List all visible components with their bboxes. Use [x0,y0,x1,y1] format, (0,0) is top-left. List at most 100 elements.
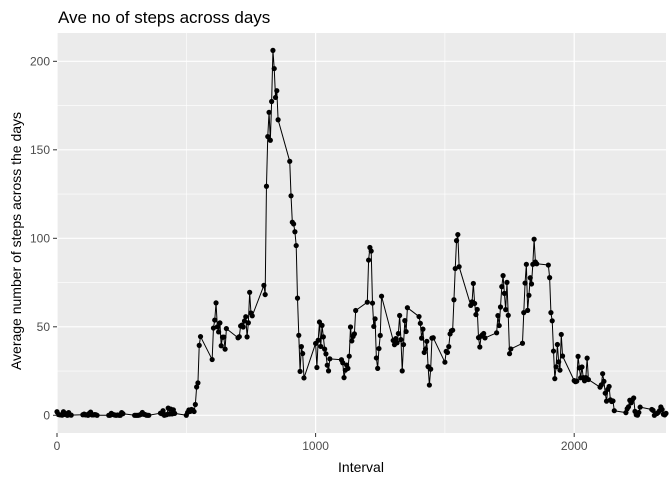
data-point [364,299,370,305]
plot-panel [57,33,666,433]
data-point [369,300,376,306]
data-point [420,326,426,332]
data-point [508,346,514,352]
data-point [322,346,328,352]
data-point [212,317,218,323]
data-point [236,334,242,340]
data-point [172,410,178,416]
data-point [422,346,429,352]
data-point [395,330,401,337]
x-tick-label: 2000 [561,439,588,453]
data-point [610,398,616,404]
data-point [559,353,566,359]
data-point [550,348,557,354]
data-point [403,328,409,335]
data-point [398,337,404,343]
data-point [428,366,434,372]
data-point [534,261,540,267]
data-point [404,305,410,311]
data-point [659,406,665,413]
data-point [366,257,372,263]
data-point [323,351,329,357]
data-point [288,193,294,199]
data-point [287,158,293,164]
data-point [417,320,423,326]
data-point [319,322,325,328]
data-point [371,323,377,330]
data-point [394,340,400,346]
data-point [272,94,279,101]
y-tick-label: 200 [30,54,50,68]
data-point [521,310,527,316]
data-point [472,300,478,307]
data-point [601,378,607,384]
data-point [346,353,352,359]
data-point [549,318,555,324]
data-point [451,297,457,303]
axes: 0 1000 2000 0 50 100 150 200 [30,54,588,453]
data-point [368,248,374,254]
data-point [341,375,347,381]
data-point [266,109,272,115]
data-point [419,335,425,341]
data-point [94,412,100,418]
x-tick-label: 0 [54,439,61,453]
data-point [548,310,554,316]
data-point [292,229,298,235]
data-point [482,335,488,341]
data-point [636,409,642,416]
y-tick-label: 100 [30,231,50,245]
data-point [298,344,304,350]
data-point [345,365,351,371]
data-point [351,331,357,337]
data-point [495,313,501,319]
data-point [218,343,224,349]
data-point [275,117,281,123]
data-point [240,324,246,330]
data-point [263,183,270,189]
data-point [221,334,227,340]
data-point [325,368,332,374]
data-point [377,332,383,339]
y-tick-label: 50 [37,320,51,334]
data-point [217,320,223,326]
chart-title: Ave no of steps across days [58,8,270,27]
data-point [274,88,280,94]
data-point [270,47,276,53]
data-point [297,368,303,375]
data-point [494,330,500,336]
data-point [197,333,204,340]
data-point [470,280,476,287]
data-point [320,334,326,340]
data-point [400,341,407,348]
data-point [213,300,219,306]
data-point [631,395,637,401]
data-point [68,412,74,418]
data-point [575,353,581,359]
data-point [452,265,458,272]
data-point [556,359,562,365]
data-point [503,307,509,313]
data-point [553,364,559,370]
grid-lines [56,33,666,433]
data-point [426,382,432,388]
data-point [120,411,126,417]
data-point [244,334,250,340]
data-point [522,280,528,286]
data-point [584,355,590,361]
data-point [347,324,354,330]
data-point [446,344,452,350]
data-point [243,314,249,320]
data-point [269,98,275,105]
data-point [195,380,201,386]
data-point [160,408,166,414]
data-point [496,322,502,329]
data-point [499,284,505,290]
data-point [402,318,408,324]
data-point [527,275,533,281]
data-point [506,351,513,357]
data-point [294,295,301,301]
data-point [315,337,321,343]
data-point [501,290,507,296]
